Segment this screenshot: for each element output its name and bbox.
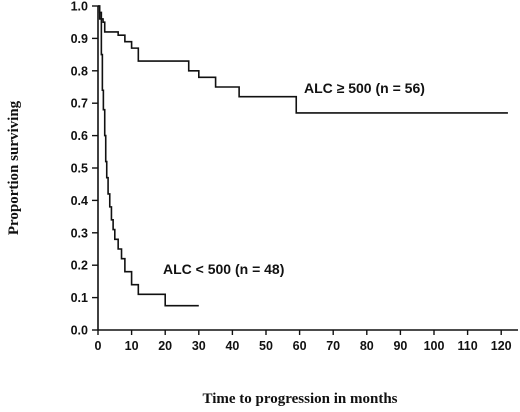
x-tick-label: 0 bbox=[95, 339, 102, 353]
y-tick-label: 0.4 bbox=[71, 194, 88, 208]
annotation-alc-high: ALC ≥ 500 (n = 56) bbox=[304, 80, 425, 96]
y-tick-label: 0.0 bbox=[71, 324, 88, 338]
axes bbox=[97, 6, 518, 331]
y-tick-label: 0.1 bbox=[71, 291, 88, 305]
x-tick-label: 40 bbox=[225, 339, 239, 353]
x-tick-label: 110 bbox=[458, 339, 478, 353]
y-tick-label: 1.0 bbox=[71, 0, 88, 14]
y-tick-label: 0.9 bbox=[71, 32, 88, 46]
y-tick-label: 0.7 bbox=[71, 97, 88, 111]
x-tick-label: 120 bbox=[491, 339, 512, 353]
survival-curves bbox=[98, 5, 508, 307]
x-tick-label: 80 bbox=[360, 339, 374, 353]
x-tick-label: 90 bbox=[393, 339, 407, 353]
x-tick-label: 50 bbox=[259, 339, 273, 353]
y-tick-label: 0.2 bbox=[71, 259, 88, 273]
y-axis-title: Proportion surviving bbox=[6, 100, 22, 235]
x-axis-title: Time to progression in months bbox=[202, 391, 397, 407]
x-tick-label: 10 bbox=[125, 339, 139, 353]
y-ticks: 0.0 0.1 0.2 0.3 0.4 0.5 0.6 0.7 0.8 0.9 1.0 bbox=[71, 0, 98, 338]
x-tick-label: 60 bbox=[293, 339, 307, 353]
y-tick-label: 0.6 bbox=[71, 129, 88, 143]
curve-alc-low bbox=[98, 5, 199, 307]
curve-annotations: ALC ≥ 500 (n = 56) ALC < 500 (n = 48) bbox=[163, 80, 425, 277]
y-tick-label: 0.5 bbox=[71, 162, 88, 176]
x-tick-label: 70 bbox=[326, 339, 340, 353]
x-tick-label: 30 bbox=[192, 339, 206, 353]
x-tick-label: 20 bbox=[158, 339, 172, 353]
x-ticks: 0 10 20 30 40 50 60 70 80 90 100 110 120 bbox=[95, 330, 512, 353]
curve-alc-high bbox=[98, 5, 508, 114]
x-tick-label: 100 bbox=[424, 339, 445, 353]
annotation-alc-low: ALC < 500 (n = 48) bbox=[163, 261, 284, 277]
y-tick-label: 0.8 bbox=[71, 64, 88, 78]
y-tick-label: 0.3 bbox=[71, 226, 88, 240]
